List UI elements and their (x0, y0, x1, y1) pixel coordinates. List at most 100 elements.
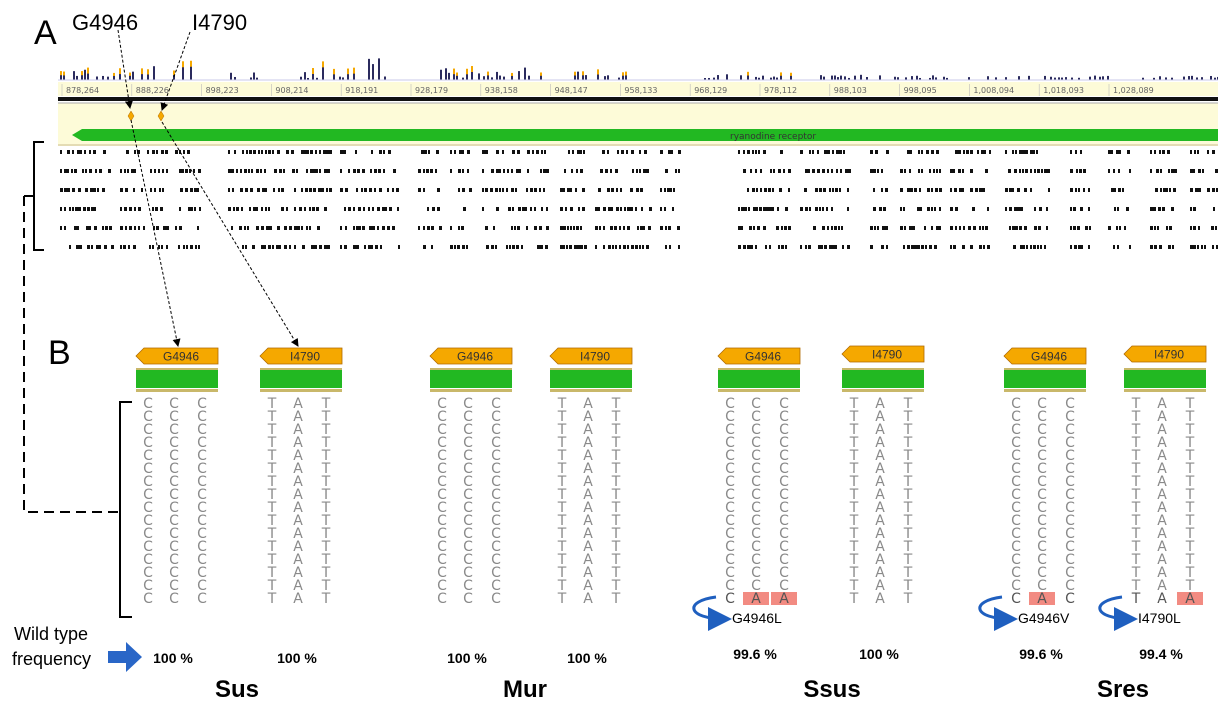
base-call: C (779, 500, 789, 516)
read-mark (242, 245, 244, 249)
read-mark (387, 188, 389, 192)
read-mark (279, 245, 281, 249)
base-call: C (169, 526, 179, 542)
coverage-bar (368, 58, 370, 80)
read-mark (936, 226, 939, 230)
annotation-track (58, 103, 1218, 128)
read-mark (265, 150, 267, 154)
read-mark (372, 207, 374, 211)
base-call: T (849, 565, 859, 581)
read-mark (678, 245, 680, 249)
base-call: A (583, 526, 593, 542)
base-call: T (611, 565, 621, 581)
read-mark (129, 226, 132, 230)
base-call: T (849, 435, 859, 451)
read-mark (582, 188, 585, 192)
read-mark (1078, 188, 1080, 192)
read-mark (485, 188, 488, 192)
read-mark (749, 226, 752, 230)
read-mark (987, 245, 990, 249)
read-mark (482, 150, 485, 154)
ruler-tick-label: 968,129 (694, 86, 727, 95)
read-mark (567, 188, 570, 192)
read-mark (377, 226, 379, 230)
read-mark (572, 150, 574, 154)
coverage-bar (968, 77, 970, 80)
read-mark (777, 207, 779, 211)
read-mark (640, 226, 643, 230)
base-call: A (875, 435, 885, 451)
read-mark (1015, 150, 1017, 154)
gene-bar-edge (430, 389, 512, 392)
read-mark (935, 188, 938, 192)
ruler-tick-label: 898,223 (206, 86, 239, 95)
frequency-label: frequency (12, 649, 91, 669)
read-mark (985, 226, 988, 230)
ruler-tick-label: 938,158 (485, 86, 518, 95)
base-call: T (1131, 552, 1141, 568)
base-call: C (751, 435, 761, 451)
read-mark (599, 226, 601, 230)
read-mark (152, 245, 154, 249)
read-mark (760, 188, 762, 192)
coverage-bar (823, 76, 825, 80)
read-mark (457, 245, 460, 249)
read-mark (509, 245, 511, 249)
base-call: C (1065, 539, 1075, 555)
read-mark (568, 150, 570, 154)
base-call: A (293, 513, 303, 529)
base-call: A (1157, 565, 1167, 581)
base-call: C (1065, 500, 1075, 516)
base-call: C (1037, 578, 1047, 594)
base-call: C (1011, 565, 1021, 581)
read-mark (526, 226, 528, 230)
read-mark (1190, 150, 1192, 154)
ruler-tick-label: 1,018,093 (1043, 86, 1084, 95)
read-mark (580, 169, 583, 173)
read-mark (240, 169, 242, 173)
read-mark (133, 188, 135, 192)
read-mark (920, 207, 922, 211)
base-call: A (583, 396, 593, 412)
base-call: C (143, 461, 153, 477)
base-call: C (197, 435, 207, 451)
read-mark (660, 207, 662, 211)
read-mark (1194, 150, 1196, 154)
read-mark (611, 188, 614, 192)
coverage-bar (1107, 75, 1109, 80)
read-mark (805, 207, 808, 211)
base-call: T (903, 513, 913, 529)
read-mark (875, 150, 878, 154)
base-call: A (875, 474, 885, 490)
base-call: C (491, 591, 501, 607)
read-mark (939, 226, 941, 230)
base-call: C (779, 448, 789, 464)
read-mark (250, 188, 253, 192)
base-call: T (1185, 487, 1195, 503)
coverage-bar-tip (625, 71, 627, 76)
read-mark (785, 245, 787, 249)
read-mark (87, 245, 90, 249)
read-mark (277, 150, 280, 154)
read-mark (150, 169, 152, 173)
read-mark (1150, 169, 1152, 173)
variant-tag-label: G4946 (163, 350, 199, 364)
read-mark (353, 169, 356, 173)
read-mark (931, 207, 933, 211)
read-mark (1040, 245, 1042, 249)
coverage-bar (445, 68, 447, 80)
base-call: C (437, 409, 447, 425)
read-mark (491, 169, 494, 173)
base-call: C (491, 526, 501, 542)
base-call: T (849, 396, 859, 412)
read-mark (272, 245, 274, 249)
read-mark (924, 226, 926, 230)
read-mark (241, 207, 243, 211)
base-call: C (437, 500, 447, 516)
read-mark (427, 207, 429, 211)
read-mark (541, 207, 543, 211)
read-mark (120, 169, 122, 173)
read-mark (1034, 169, 1036, 173)
read-mark (246, 150, 248, 154)
